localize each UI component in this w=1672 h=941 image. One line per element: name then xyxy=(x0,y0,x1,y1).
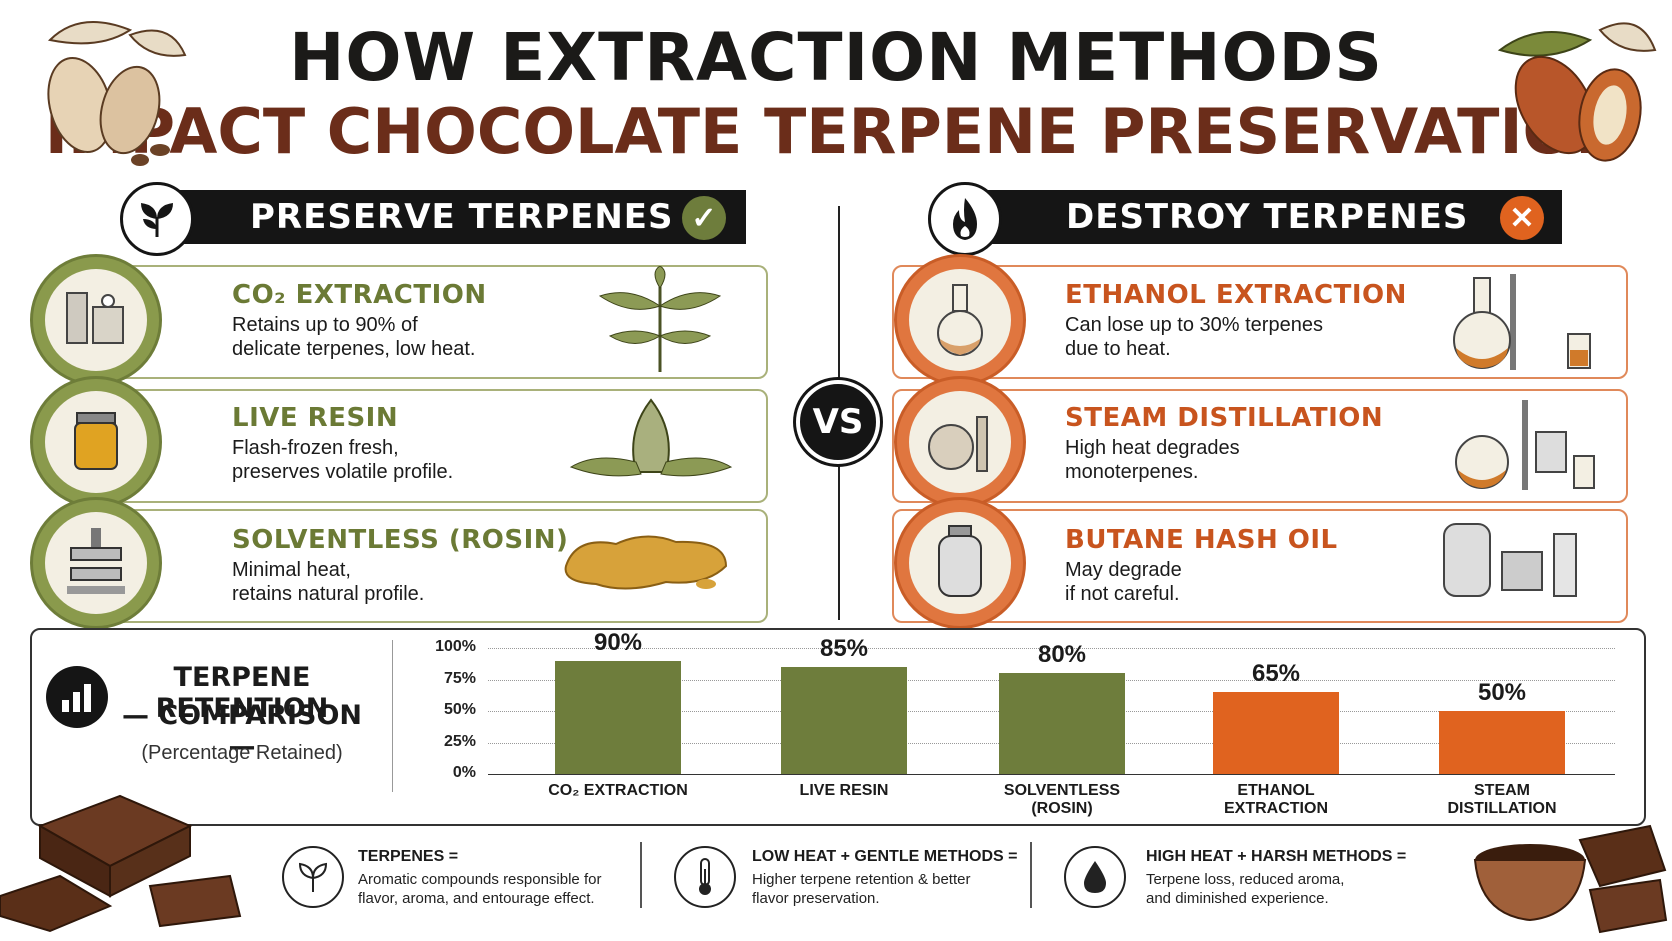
butane-tank-thumbnail xyxy=(894,497,1026,629)
preserve-terpenes-banner: PRESERVE TERPENES xyxy=(156,190,746,244)
flask-thumbnail xyxy=(894,254,1026,386)
ethanol-extraction-title: ETHANOL EXTRACTION xyxy=(1065,280,1407,310)
bar-chart-icon xyxy=(46,666,108,728)
vs-badge: VS xyxy=(796,380,880,464)
method-card-co2 xyxy=(80,265,768,379)
cacao-pods-illustration-right xyxy=(1497,22,1657,162)
footer-high-heat-body-1: Terpene loss, reduced aroma, xyxy=(1146,871,1345,888)
co2-extraction-desc-2: delicate terpenes, low heat. xyxy=(232,338,476,360)
butane-hash-oil-desc-1: May degrade xyxy=(1065,559,1182,581)
rosin-title: SOLVENTLESS (ROSIN) xyxy=(232,525,569,555)
cross-icon: ✕ xyxy=(1500,196,1544,240)
footer-divider-1 xyxy=(640,842,642,908)
title-line-2: IMPACT CHOCOLATE TERPENE PRESERVATION xyxy=(44,95,1628,168)
footer-terpenes-body-2: flavor, aroma, and entourage effect. xyxy=(358,890,595,907)
lab-flask-setup-illustration xyxy=(1453,274,1591,370)
droplet-icon xyxy=(1064,846,1126,908)
resin-jar-thumbnail xyxy=(30,376,162,508)
footer-low-heat-body-1: Higher terpene retention & better xyxy=(752,871,971,888)
butane-hash-oil-title: BUTANE HASH OIL xyxy=(1065,525,1338,555)
cacao-pods-illustration-left xyxy=(47,21,187,166)
title-line-1: HOW EXTRACTION METHODS xyxy=(289,19,1383,96)
chart-subtitle: (Percentage Retained) xyxy=(141,742,343,764)
flame-icon xyxy=(928,182,1002,256)
still-thumbnail xyxy=(894,376,1026,508)
butane-extraction-rig-illustration xyxy=(1443,523,1577,597)
leaf-sprout-icon xyxy=(120,182,194,256)
preserve-header-text: PRESERVE TERPENES xyxy=(250,197,674,237)
hemp-plant-illustration xyxy=(598,266,722,372)
footer-low-heat-head: LOW HEAT + GENTLE METHODS = xyxy=(752,848,1018,865)
steam-distillation-desc-1: High heat degrades xyxy=(1065,437,1240,459)
rosin-puddle-illustration xyxy=(564,535,728,590)
chart-title-line-2: — COMPARISON — xyxy=(121,700,363,762)
chocolate-bowl-illustration-right xyxy=(1473,824,1668,934)
chart-panel-divider xyxy=(392,640,393,792)
chart-title-line-1: TERPENE RETENTION xyxy=(155,662,329,724)
live-resin-desc-2: preserves volatile profile. xyxy=(232,461,454,483)
co2-extraction-title: CO₂ EXTRACTION xyxy=(232,280,487,310)
live-resin-desc-1: Flash-frozen fresh, xyxy=(232,437,399,459)
chocolate-pieces-illustration-left xyxy=(0,794,242,933)
butane-hash-oil-desc-2: if not careful. xyxy=(1065,583,1180,605)
distillation-apparatus-illustration xyxy=(1455,400,1595,490)
footer-high-heat-head: HIGH HEAT + HARSH METHODS = xyxy=(1146,848,1407,865)
footer-terpenes-body-1: Aromatic compounds responsible for xyxy=(358,871,602,888)
steam-distillation-desc-2: monoterpenes. xyxy=(1065,461,1199,483)
live-resin-title: LIVE RESIN xyxy=(232,403,399,433)
co2-extraction-desc-1: Retains up to 90% of xyxy=(232,314,418,336)
footer-high-heat-body-2: and diminished experience. xyxy=(1146,890,1329,907)
footer-low-heat-body-2: flavor preservation. xyxy=(752,890,880,907)
ethanol-extraction-desc-1: Can lose up to 30% terpenes xyxy=(1065,314,1323,336)
footer-divider-2 xyxy=(1030,842,1032,908)
destroy-header-text: DESTROY TERPENES xyxy=(1066,197,1469,237)
cannabis-bud-illustration xyxy=(569,398,733,477)
thermometer-icon xyxy=(674,846,736,908)
ethanol-extraction-desc-2: due to heat. xyxy=(1065,338,1171,360)
rosin-press-thumbnail xyxy=(30,497,162,629)
leaves-icon xyxy=(282,846,344,908)
steam-distillation-title: STEAM DISTILLATION xyxy=(1065,403,1384,433)
footer-terpenes-head: TERPENES = xyxy=(358,848,459,865)
rosin-desc-1: Minimal heat, xyxy=(232,559,351,581)
rosin-desc-2: retains natural profile. xyxy=(232,583,425,605)
co2-equipment-thumbnail xyxy=(30,254,162,386)
destroy-terpenes-banner: DESTROY TERPENES xyxy=(962,190,1562,244)
checkmark-icon: ✓ xyxy=(682,196,726,240)
